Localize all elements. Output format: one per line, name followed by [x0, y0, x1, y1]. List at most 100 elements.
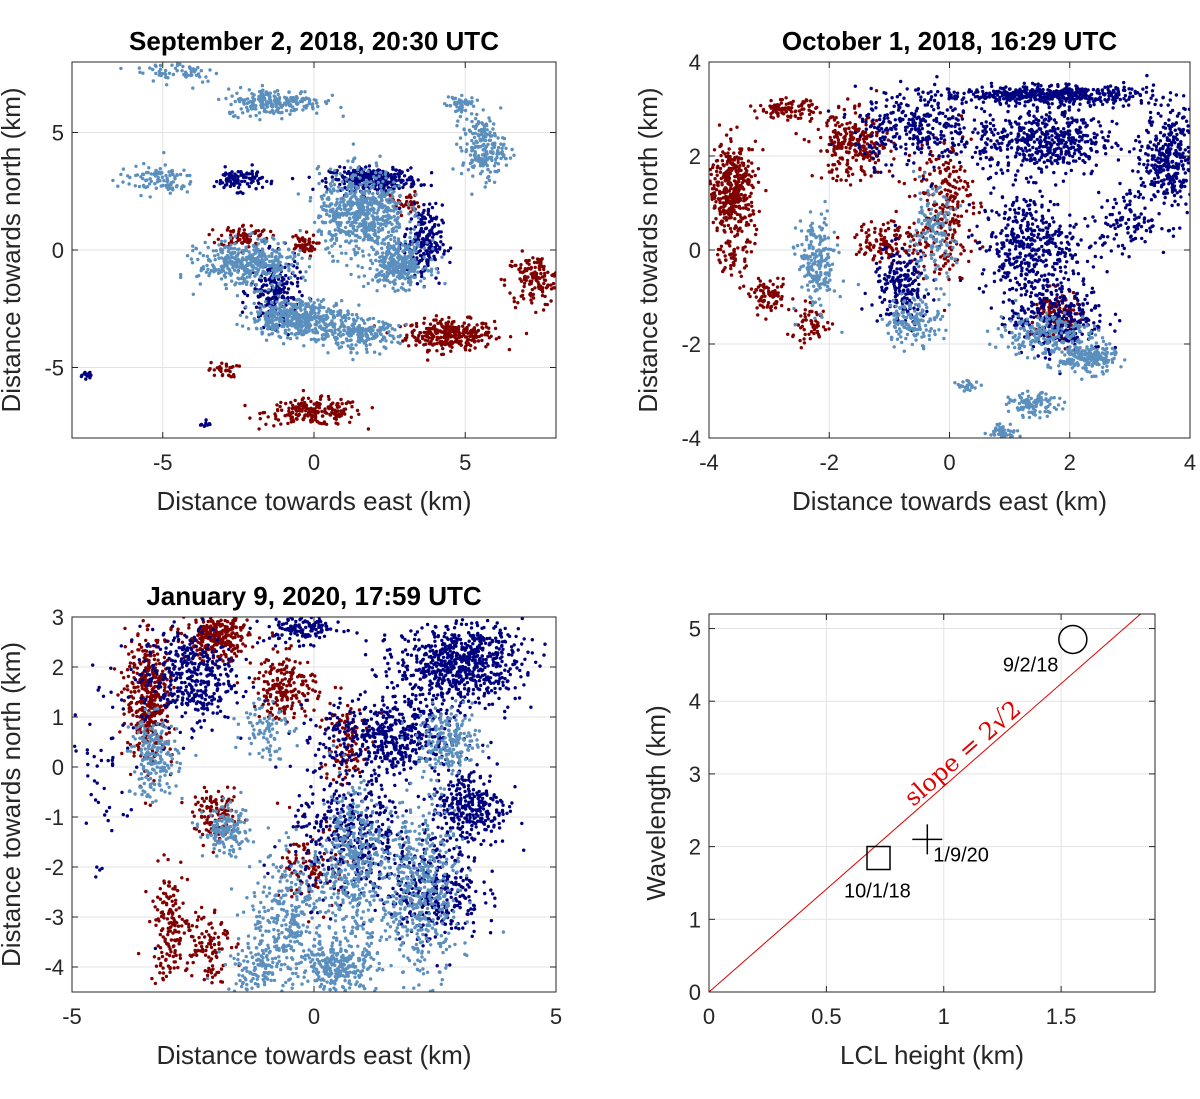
- data-point-lightblue: [354, 239, 359, 243]
- data-point-lightblue: [269, 300, 274, 305]
- data-point-lightblue: [373, 233, 377, 238]
- data-point-lightblue: [264, 300, 268, 304]
- data-point-red: [470, 334, 474, 338]
- data-point-navy: [282, 282, 286, 286]
- data-point-navy: [436, 223, 441, 227]
- data-point-lightblue: [374, 171, 378, 175]
- data-point-lightblue: [484, 131, 488, 136]
- data-point-lightblue: [324, 317, 329, 321]
- data-point-lightblue: [295, 262, 300, 266]
- data-point-lightblue: [354, 190, 358, 194]
- data-point-red: [731, 191, 736, 195]
- data-point-lightblue: [217, 256, 221, 260]
- data-point-lightblue: [321, 314, 326, 318]
- data-point-lightblue: [233, 261, 237, 265]
- data-point-red: [753, 173, 757, 178]
- data-point-lightblue: [375, 268, 379, 272]
- data-point-lightblue: [496, 136, 500, 140]
- data-point-lightblue: [343, 230, 348, 234]
- data-point-lightblue: [360, 191, 364, 195]
- data-point-lightblue: [326, 98, 331, 103]
- data-point-red: [536, 276, 541, 280]
- data-point-lightblue: [161, 183, 165, 188]
- data-point-lightblue: [496, 168, 501, 173]
- data-point-navy: [234, 174, 238, 178]
- data-point-navy: [204, 421, 208, 425]
- data-point-lightblue: [381, 251, 385, 255]
- data-point-lightblue: [319, 205, 324, 209]
- data-point-red: [502, 278, 507, 282]
- data-point-red: [473, 339, 477, 343]
- data-point-lightblue: [299, 90, 304, 94]
- data-point-lightblue: [254, 104, 258, 108]
- data-point-lightblue: [345, 330, 350, 335]
- data-point-red: [869, 174, 873, 178]
- data-point-navy: [398, 171, 403, 176]
- data-point-lightblue: [233, 234, 238, 238]
- data-point-lightblue: [290, 315, 294, 320]
- data-point-lightblue: [336, 328, 341, 332]
- data-point-navy: [256, 181, 261, 186]
- data-point-lightblue: [207, 273, 211, 278]
- data-point-lightblue: [419, 279, 423, 283]
- data-point-navy: [429, 171, 434, 175]
- data-point-red: [857, 104, 861, 108]
- data-point-lightblue: [283, 95, 287, 100]
- data-point-navy: [274, 281, 278, 285]
- data-point-lightblue: [469, 102, 473, 106]
- data-point-lightblue: [323, 100, 328, 104]
- data-point-navy: [300, 293, 304, 298]
- data-point-lightblue: [284, 262, 288, 266]
- data-point-lightblue: [378, 217, 382, 222]
- data-point-lightblue: [254, 270, 259, 275]
- data-point-lightblue: [232, 246, 237, 251]
- data-point-red: [746, 207, 751, 212]
- data-point-red: [284, 401, 288, 406]
- data-point-lightblue: [173, 66, 178, 71]
- data-point-lightblue: [213, 268, 217, 272]
- data-point-lightblue: [366, 233, 370, 238]
- data-point-red: [415, 201, 419, 205]
- data-point-red: [294, 412, 298, 417]
- data-point-red: [427, 329, 431, 333]
- data-point-lightblue: [148, 66, 152, 70]
- data-point-red: [725, 173, 730, 178]
- data-point-red: [756, 167, 761, 171]
- data-point-red: [237, 364, 242, 368]
- data-point-navy: [280, 276, 285, 280]
- data-point-lightblue: [367, 222, 372, 226]
- data-point-lightblue: [364, 182, 369, 187]
- data-point-lightblue: [316, 298, 320, 302]
- data-point-lightblue: [313, 322, 317, 327]
- data-point-lightblue: [303, 313, 307, 317]
- data-point-lightblue: [378, 263, 383, 267]
- data-point-lightblue: [227, 87, 231, 91]
- data-point-red: [858, 178, 863, 183]
- data-point-red: [716, 183, 720, 187]
- data-point-red: [808, 99, 813, 103]
- data-point-lightblue: [329, 219, 333, 223]
- data-point-lightblue: [416, 216, 421, 220]
- data-point-red: [435, 349, 439, 353]
- data-point-red: [301, 388, 306, 393]
- data-point-lightblue: [272, 249, 277, 253]
- data-point-lightblue: [270, 254, 274, 259]
- data-point-navy: [423, 227, 428, 231]
- data-point-navy: [426, 234, 430, 238]
- data-point-red: [272, 424, 276, 428]
- data-point-lightblue: [363, 234, 367, 239]
- data-point-red: [225, 228, 230, 232]
- data-point-navy: [229, 182, 234, 186]
- data-point-lightblue: [267, 271, 271, 275]
- data-point-red: [709, 179, 712, 183]
- data-point-lightblue: [381, 238, 385, 242]
- data-point-lightblue: [403, 239, 407, 244]
- data-point-lightblue: [383, 259, 387, 263]
- data-point-lightblue: [413, 235, 417, 239]
- data-point-red: [420, 336, 425, 341]
- data-point-navy: [263, 289, 267, 293]
- data-point-red: [312, 402, 316, 406]
- data-point-red: [788, 115, 793, 119]
- data-point-lightblue: [334, 238, 339, 242]
- data-point-lightblue: [287, 247, 291, 251]
